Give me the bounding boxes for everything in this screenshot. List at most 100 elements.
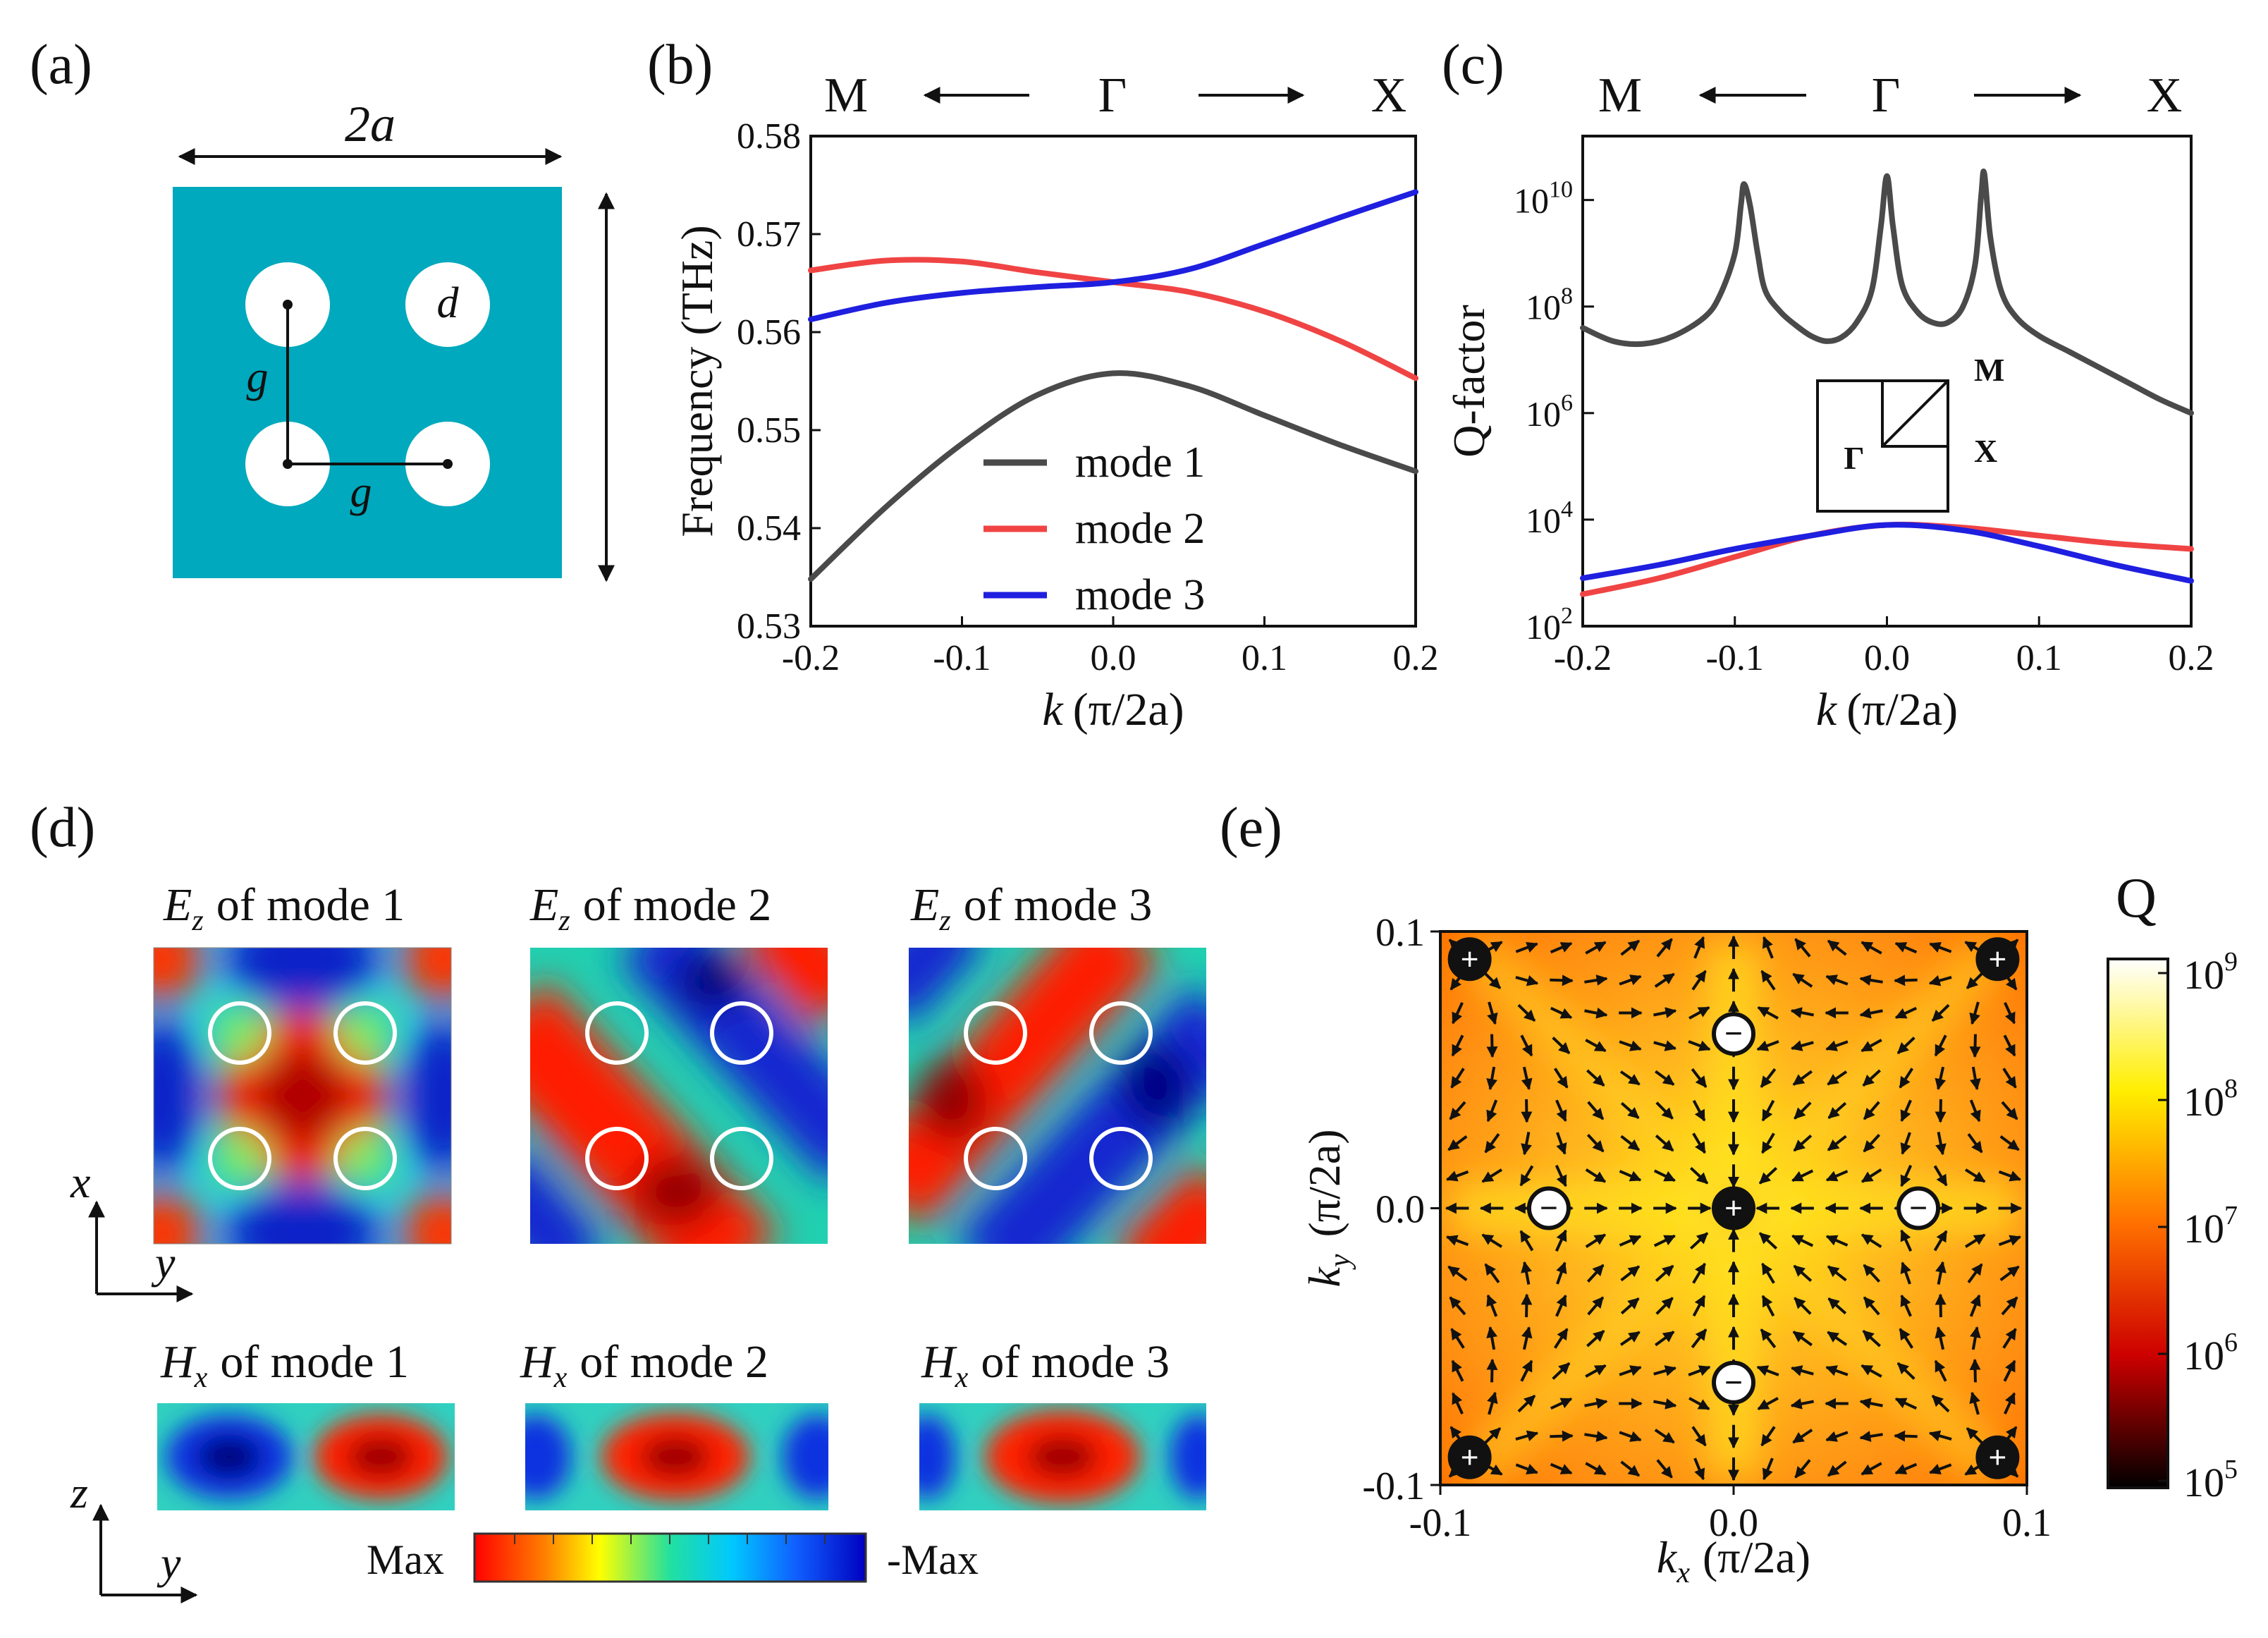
polarization-arrow (1655, 1135, 1674, 1152)
polarization-arrow (1792, 972, 1813, 988)
polarization-arrow (1486, 1099, 1498, 1123)
series-line-mode-2 (808, 257, 1418, 381)
x-tick-label: 0.0 (1091, 638, 1136, 678)
polarization-arrow (1619, 1070, 1641, 1086)
colorbar-tick-label: 106 (2183, 1328, 2238, 1379)
polarization-arrow (1692, 1295, 1706, 1317)
polarization-arrow (1762, 936, 1774, 959)
y-tick-label: 1010 (1514, 177, 1573, 221)
polarization-arrow (1515, 1463, 1538, 1474)
polarization-arrow (1969, 1099, 1981, 1123)
polarization-arrow (2004, 1392, 2016, 1414)
legend-label: mode 3 (1075, 571, 1205, 619)
polarization-arrow (1825, 1170, 1849, 1182)
polarization-arrow (1861, 1039, 1882, 1053)
polarization-arrow (1445, 1235, 1469, 1247)
polarization-arrow (1827, 1070, 1848, 1086)
x-tick-label: 0.1 (2016, 638, 2062, 678)
vortex-charge: − (1724, 1015, 1743, 1051)
y-tick-label: 0.57 (737, 214, 801, 255)
polarization-arrow (1935, 1066, 1947, 1090)
polarization-arrow (2001, 1101, 2018, 1120)
polarization-arrow (1655, 1101, 1674, 1120)
vortex-charge: + (1460, 941, 1478, 977)
y-tick-label: 108 (1526, 283, 1573, 327)
polarization-arrow (1794, 1101, 1812, 1120)
polarization-arrow (1689, 1166, 1709, 1185)
polarization-arrow (1861, 1462, 1882, 1476)
polarization-arrow (1550, 1462, 1573, 1475)
polarization-arrow (1655, 1331, 1675, 1347)
panel-d: (d) Ez of mode 1 Ez of mode 2 Ez of mode 3 (30, 797, 1206, 1603)
polarization-arrow (2001, 1296, 2018, 1316)
polarization-arrow (1619, 1331, 1641, 1346)
polarization-arrow (1863, 1264, 1881, 1283)
polarization-arrow (1894, 941, 1918, 954)
polarization-arrow (1483, 971, 1502, 989)
y-axis-label: Frequency (THz) (672, 225, 722, 537)
polarization-arrow (1486, 1294, 1498, 1317)
polarization-arrow (1967, 1263, 1983, 1283)
ez-field-mode-1 (154, 948, 451, 1244)
hole-outlines (964, 1001, 1153, 1190)
width-label: 2a (345, 96, 396, 152)
polarization-arrow (1794, 1297, 1812, 1315)
polarization-arrow (1449, 1101, 1466, 1120)
field-colorbar: Max -Max (367, 1532, 979, 1583)
bz-irreducible (1881, 379, 1949, 448)
polarization-arrow (1827, 1297, 1847, 1315)
polarization-arrow (1450, 1328, 1465, 1349)
vortex-positive: + (1447, 937, 1492, 982)
polarization-arrow (1791, 1234, 1814, 1247)
polarization-arrow (1688, 1397, 1710, 1411)
polarization-arrow (1935, 1326, 1947, 1350)
legend: mode 1 mode 2 mode 3 (983, 439, 1205, 619)
polarization-arrow (1688, 1006, 1710, 1020)
polarization-arrow (1619, 1040, 1642, 1051)
polarization-arrow (1859, 974, 1883, 986)
polarization-arrow (2003, 1359, 2016, 1382)
polarization-arrow (1935, 1099, 1947, 1123)
polarization-arrow (1447, 1265, 1468, 1282)
polarization-arrow (1894, 1006, 1918, 1019)
dir-label-x: X (1371, 68, 1407, 123)
polarization-arrow (1519, 1230, 1534, 1252)
polarization-arrow (1896, 1362, 1915, 1380)
polarization-arrow (1620, 1460, 1641, 1477)
polarization-arrow (1861, 1168, 1882, 1183)
polarization-arrow (1519, 1165, 1534, 1187)
colorbar-min-label: -Max (887, 1536, 979, 1583)
polarization-arrow (2002, 1068, 2017, 1089)
polarization-arrow (1483, 1427, 1502, 1446)
polarization-arrow (1688, 1365, 1711, 1376)
y-tick-label: 0.54 (737, 508, 801, 549)
polarization-arrow (1553, 1068, 1569, 1089)
polarization-arrow (1552, 1362, 1571, 1380)
polarization-arrow (1969, 1326, 1981, 1350)
polarization-arrow (1863, 1101, 1880, 1120)
polarization-arrow (1655, 1297, 1674, 1315)
polarization-arrow (1794, 938, 1811, 958)
polarization-arrow (1998, 1235, 2022, 1247)
dir-label-m: M (1598, 68, 1642, 123)
polarization-arrow (1653, 1398, 1677, 1410)
polarization-arrow (1451, 1359, 1464, 1382)
polarization-arrow (1969, 1294, 1981, 1317)
polarization-arrow (2002, 1328, 2017, 1349)
vortex-charge: + (1988, 1439, 2006, 1475)
polarization-arrow (1999, 1135, 2020, 1151)
hx-title-mode-2: Hx of mode 2 (520, 1336, 768, 1394)
polarization-arrow (1793, 1264, 1813, 1282)
polarization-arrow (1521, 1326, 1533, 1350)
y-tick-label: 0.55 (737, 410, 801, 451)
y-axis-label: Q-factor (1444, 305, 1494, 458)
polarization-arrow (1792, 1070, 1813, 1086)
polarization-arrow (1862, 1069, 1881, 1087)
polarization-arrow (1793, 1135, 1813, 1152)
polarization-arrow (1998, 1170, 2022, 1182)
polarization-arrow (1762, 1457, 1774, 1481)
vortex-negative: − (1896, 1186, 1941, 1230)
polarization-arrow (1894, 1398, 1918, 1410)
ez-title-mode-3: Ez of mode 3 (910, 879, 1152, 937)
panel-e-label: (e) (1220, 797, 1282, 859)
